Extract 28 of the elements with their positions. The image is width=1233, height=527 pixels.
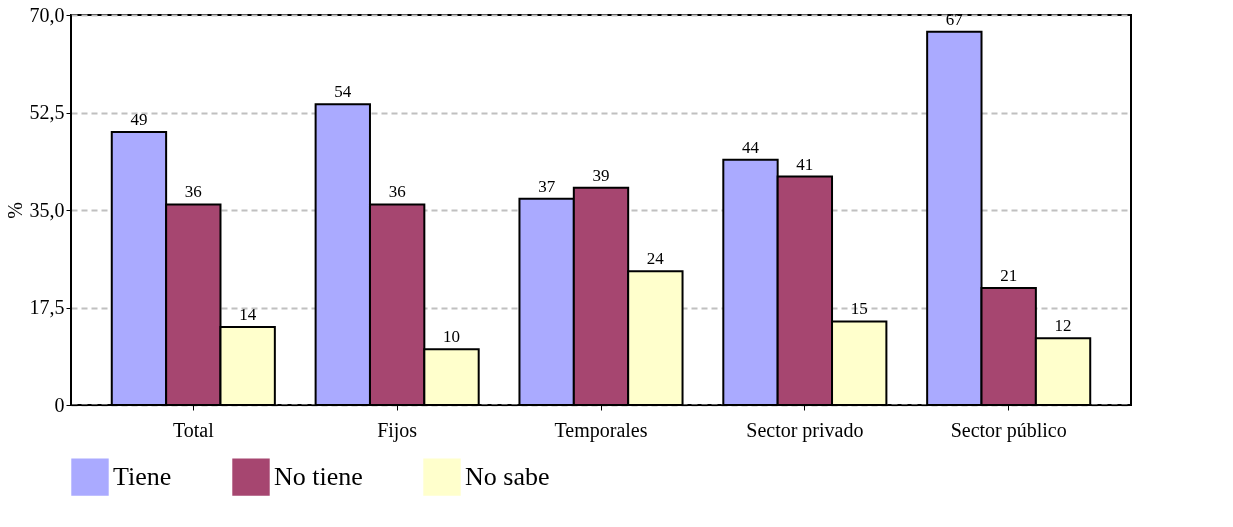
y-tick-label: 52,5	[29, 101, 65, 123]
data-label: 10	[443, 327, 461, 347]
legend-label: No sabe	[465, 462, 550, 492]
legend-label: No tiene	[274, 462, 363, 492]
y-tick-label: 0	[54, 393, 65, 416]
data-label: 12	[1054, 316, 1072, 336]
data-label: 36	[388, 182, 406, 202]
data-label: 39	[592, 165, 610, 185]
x-tick-label: Temporales	[554, 418, 648, 442]
data-label: 36	[184, 182, 202, 202]
x-tick-label: Sector privado	[746, 418, 864, 442]
y-tick-label: 35,0	[29, 198, 65, 221]
x-tick-label: Total	[172, 418, 215, 441]
data-label: 24	[646, 249, 665, 269]
data-label: 15	[850, 299, 868, 319]
data-label: 41	[796, 154, 814, 174]
data-label: 14	[239, 305, 257, 324]
y-tick-label: 17,5	[29, 296, 65, 318]
x-tick-label: Fijos	[377, 418, 418, 442]
data-label: 49	[130, 110, 148, 129]
y-axis-title: %	[3, 202, 26, 219]
y-tick-label: 70,0	[29, 3, 65, 26]
data-label: 44	[741, 137, 760, 157]
data-label: 54	[334, 82, 352, 102]
data-label: 21	[1000, 266, 1018, 285]
legend-label: Tiene	[113, 462, 172, 492]
data-label: 37	[538, 176, 556, 196]
x-tick-label: Sector público	[950, 418, 1067, 442]
